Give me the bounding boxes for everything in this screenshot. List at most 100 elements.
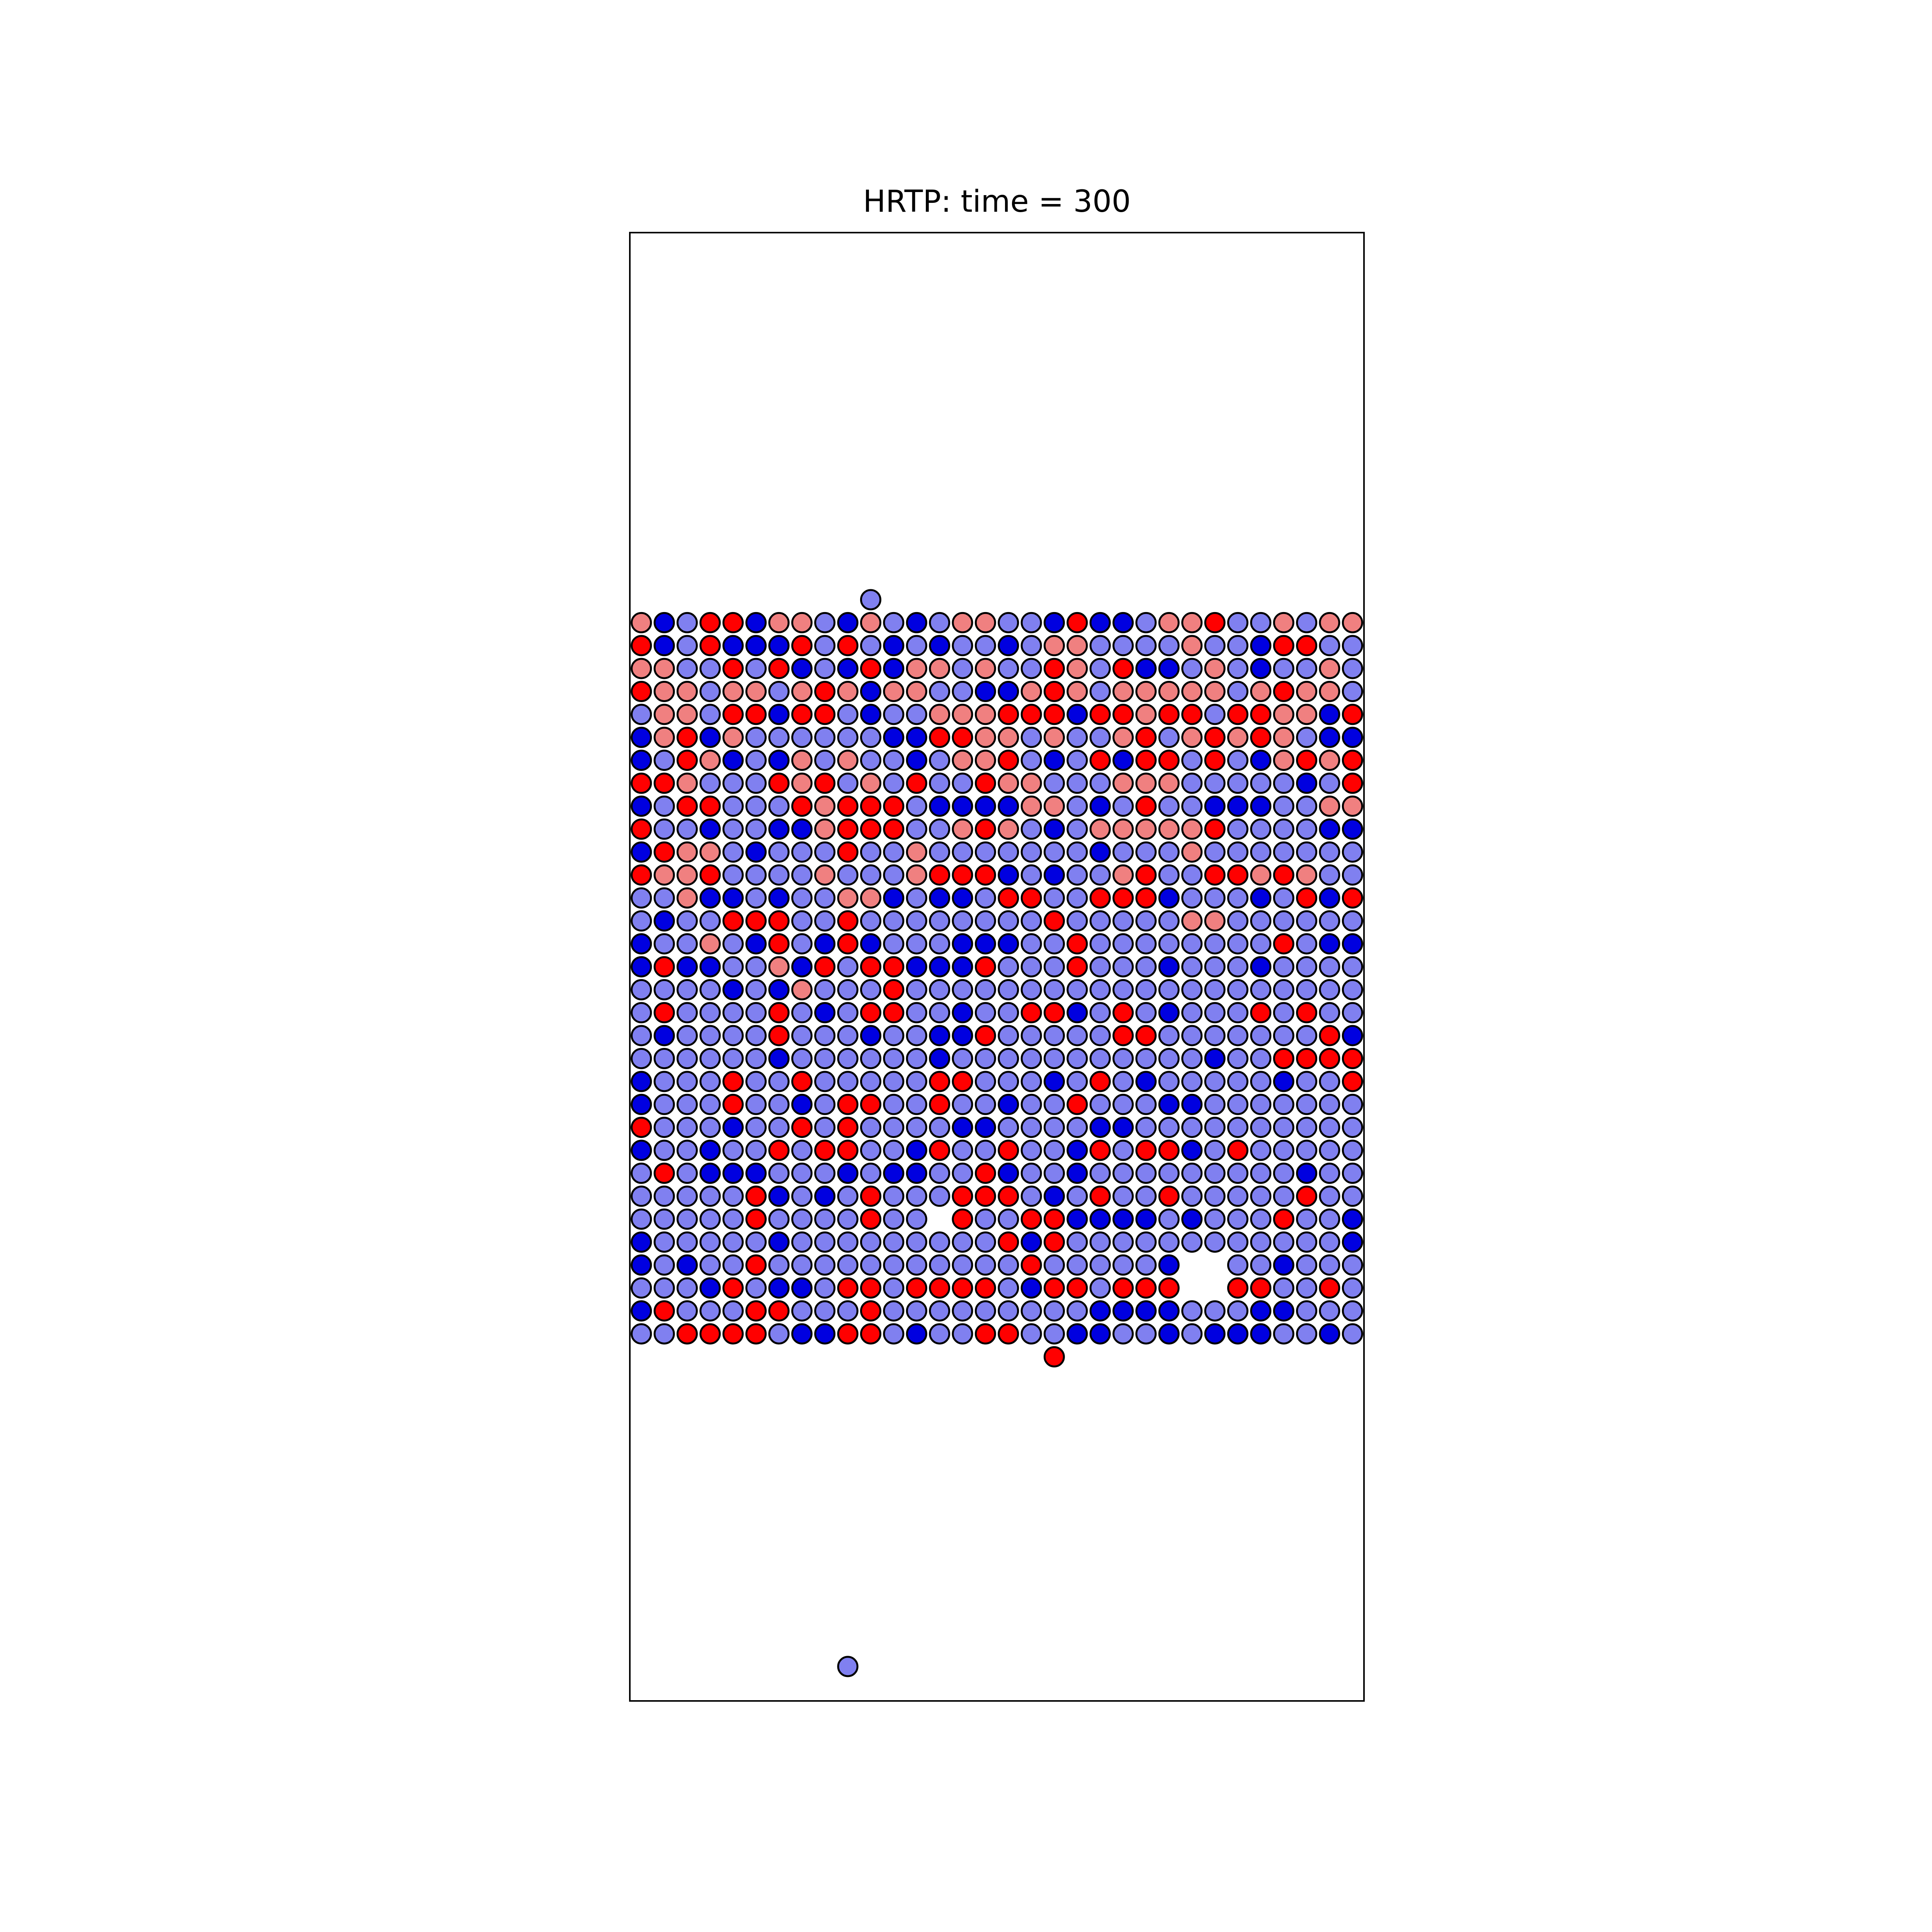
particle-marker	[1181, 979, 1203, 1000]
particle-marker	[1089, 1323, 1111, 1345]
particle-marker	[653, 795, 675, 817]
particle-marker	[1020, 818, 1042, 840]
particle-marker	[975, 1162, 996, 1184]
particle-marker	[1273, 910, 1294, 932]
particle-marker	[1250, 1002, 1272, 1024]
particle-marker	[814, 1071, 836, 1092]
particle-marker	[699, 795, 721, 817]
particle-marker	[1296, 750, 1318, 771]
particle-marker	[1112, 704, 1134, 725]
particle-marker	[1158, 864, 1180, 886]
particle-marker	[1342, 1139, 1363, 1161]
particle-marker	[1273, 933, 1294, 955]
particle-marker	[1066, 681, 1088, 702]
particle-marker	[745, 795, 767, 817]
particle-marker	[860, 635, 881, 656]
particle-marker	[676, 1139, 698, 1161]
particle-marker	[1020, 772, 1042, 794]
particle-marker	[1066, 1048, 1088, 1069]
particle-marker	[1319, 956, 1340, 978]
particle-marker	[1273, 1002, 1294, 1024]
particle-marker	[1319, 704, 1340, 725]
particle-marker	[676, 795, 698, 817]
particle-marker	[929, 979, 951, 1000]
particle-marker	[1158, 1323, 1180, 1345]
particle-marker	[1204, 772, 1226, 794]
particle-marker	[1043, 750, 1065, 771]
particle-marker	[699, 635, 721, 656]
particle-marker	[1250, 864, 1272, 886]
particle-marker	[1296, 1048, 1318, 1069]
particle-marker	[906, 864, 927, 886]
particle-marker	[883, 635, 905, 656]
particle-marker	[745, 1071, 767, 1092]
particle-marker	[975, 795, 996, 817]
particle-marker	[1319, 841, 1340, 863]
particle-marker	[1227, 772, 1248, 794]
particle-marker	[1227, 1025, 1248, 1046]
particle-marker	[1158, 1277, 1180, 1299]
particle-marker	[1135, 979, 1157, 1000]
particle-marker	[1043, 864, 1065, 886]
particle-marker	[1181, 1162, 1203, 1184]
particle-marker	[1296, 1162, 1318, 1184]
particle-marker	[631, 1071, 652, 1092]
particle-marker	[883, 1048, 905, 1069]
particle-marker	[837, 1117, 859, 1138]
particle-marker	[791, 1231, 813, 1253]
particle-marker	[1181, 1094, 1203, 1115]
particle-marker	[906, 1300, 927, 1322]
particle-marker	[952, 979, 973, 1000]
particle-marker	[906, 1117, 927, 1138]
particle-marker	[1158, 635, 1180, 656]
particle-marker	[1066, 1185, 1088, 1207]
particle-marker	[699, 1071, 721, 1092]
particle-marker	[1066, 979, 1088, 1000]
particle-marker	[1342, 1025, 1363, 1046]
particle-marker	[653, 841, 675, 863]
particle-marker	[952, 726, 973, 748]
particle-marker	[791, 658, 813, 679]
particle-marker	[699, 979, 721, 1000]
particle-marker	[1158, 1185, 1180, 1207]
particle-marker	[906, 956, 927, 978]
particle-marker	[1112, 726, 1134, 748]
particle-marker	[1181, 1025, 1203, 1046]
particle-marker	[906, 1025, 927, 1046]
particle-marker	[1089, 1185, 1111, 1207]
particle-marker	[929, 726, 951, 748]
particle-marker	[1135, 1002, 1157, 1024]
particle-marker	[676, 864, 698, 886]
particle-marker	[768, 1139, 790, 1161]
particle-marker	[1296, 979, 1318, 1000]
particle-marker	[1089, 1139, 1111, 1161]
particle-marker	[1319, 1094, 1340, 1115]
particle-marker	[1296, 1117, 1318, 1138]
particle-marker	[814, 635, 836, 656]
particle-marker	[1089, 1254, 1111, 1276]
particle-marker	[1089, 795, 1111, 817]
particle-marker	[699, 681, 721, 702]
particle-marker	[1043, 795, 1065, 817]
particle-marker	[1227, 1254, 1248, 1276]
particle-marker	[1273, 1162, 1294, 1184]
particle-marker	[1273, 1185, 1294, 1207]
particle-marker	[1043, 635, 1065, 656]
particle-marker	[791, 1323, 813, 1345]
particle-marker	[906, 910, 927, 932]
particle-marker	[745, 818, 767, 840]
particle-marker	[998, 612, 1019, 633]
particle-marker	[1158, 795, 1180, 817]
particle-marker	[860, 1025, 881, 1046]
particle-marker	[699, 772, 721, 794]
particle-marker	[676, 979, 698, 1000]
particle-marker	[952, 750, 973, 771]
particle-marker	[814, 1025, 836, 1046]
particle-marker	[883, 1254, 905, 1276]
particle-marker	[998, 1208, 1019, 1230]
particle-marker	[1020, 635, 1042, 656]
particle-marker	[745, 1094, 767, 1115]
particle-marker	[1319, 1277, 1340, 1299]
particle-marker	[1158, 1071, 1180, 1092]
particle-marker	[1250, 750, 1272, 771]
